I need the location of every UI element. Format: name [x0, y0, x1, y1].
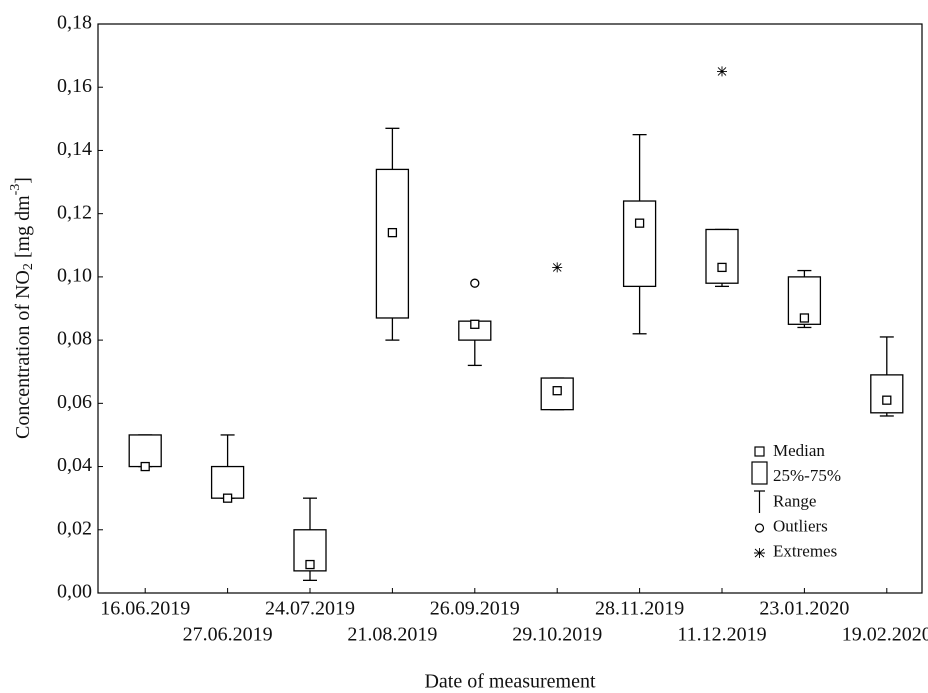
box [210, 465, 245, 499]
box [128, 434, 162, 468]
median [717, 262, 727, 273]
y-title-sup: -3 [8, 184, 23, 196]
y-tick-label: 0,10 [57, 264, 92, 286]
x-tick-label: 11.12.2019 [677, 624, 766, 646]
y-axis-title: Concentration of NO2 [mg dm-3] [8, 177, 36, 439]
x-tick-label: 28.11.2019 [595, 598, 684, 620]
y-tick-label: 0,14 [57, 138, 92, 160]
x-tick-label: 21.08.2019 [347, 624, 437, 646]
y-title-sub: 2 [21, 263, 36, 270]
median [140, 461, 150, 472]
y-tick-label: 0,04 [57, 454, 92, 476]
legend-label: Range [773, 491, 816, 510]
legend-label: 25%-75% [773, 466, 841, 485]
y-tick-label: 0,02 [57, 517, 92, 539]
x-tick-label: 19.02.2020 [842, 624, 928, 646]
y-title-part: ] [12, 177, 34, 184]
box [622, 200, 657, 288]
y-title-part: Concentration of NO [12, 270, 34, 439]
y-tick-label: 0,12 [57, 201, 92, 223]
box [870, 374, 904, 414]
box [375, 168, 410, 319]
legend-symbols [751, 446, 768, 558]
legend-label: Median [773, 441, 825, 460]
x-tick-label: 26.09.2019 [430, 598, 520, 620]
box [540, 377, 574, 411]
y-tick-label: 0,08 [57, 328, 92, 350]
y-tick-label: 0,06 [57, 391, 92, 413]
extreme [552, 262, 563, 273]
median [882, 395, 892, 405]
y-tick-label: 0,00 [57, 581, 92, 603]
y-title-part: [mg dm [12, 195, 34, 263]
median [305, 559, 315, 570]
median [470, 319, 480, 329]
legend-label: Outliers [773, 517, 828, 536]
box [705, 228, 739, 284]
median [387, 227, 398, 238]
outlier [470, 278, 480, 288]
legend-label: Extremes [773, 542, 837, 561]
x-tick-label: 16.06.2019 [100, 598, 190, 620]
x-tick-label: 24.07.2019 [265, 598, 355, 620]
x-axis-title: Date of measurement [424, 671, 595, 693]
y-tick-label: 0,16 [57, 75, 92, 97]
x-tick-label: 23.01.2020 [759, 598, 849, 620]
x-tick-label: 27.06.2019 [183, 624, 273, 646]
median [222, 493, 233, 503]
median [552, 386, 562, 396]
x-tick-label: 29.10.2019 [512, 624, 602, 646]
extreme [717, 66, 727, 77]
plot-frame [97, 23, 923, 594]
median [799, 313, 810, 323]
y-tick-label: 0,18 [57, 12, 92, 34]
median [634, 218, 645, 228]
